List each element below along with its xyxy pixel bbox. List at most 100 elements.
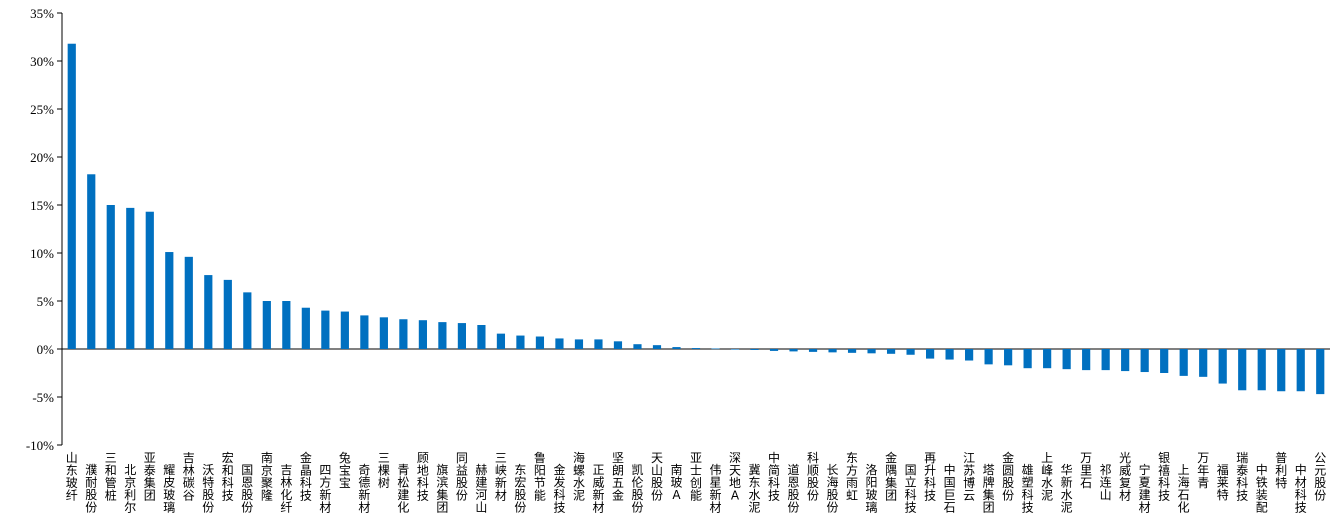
x-category-label: 中材科技 [1295, 462, 1307, 515]
x-category-label: 普利特 [1275, 451, 1287, 490]
x-category-label: 金晶科技 [300, 450, 312, 503]
bar [399, 319, 408, 349]
x-category-label: 万年青 [1197, 451, 1209, 490]
bar [1062, 349, 1071, 370]
x-category-label: 三棵树 [378, 451, 390, 490]
bar [1140, 349, 1149, 373]
x-category-label: 祁连山 [1100, 462, 1112, 502]
x-category-label: 顾地科技 [417, 451, 429, 503]
bar [1101, 349, 1110, 371]
x-category-label: 再升科技 [924, 451, 936, 503]
x-category-label: 雄塑科技 [1022, 462, 1034, 515]
x-category-label: 国恩股份 [241, 463, 253, 515]
bar [1023, 349, 1032, 369]
x-category-label: 南玻 A [670, 462, 682, 502]
x-category-label: 凯伦股份 [631, 463, 643, 515]
y-tick-label: 15% [30, 198, 54, 213]
bar [555, 338, 564, 349]
bar [691, 348, 701, 349]
x-category-label: 华新水泥 [1061, 463, 1073, 515]
y-tick-label: 35% [30, 6, 54, 21]
x-category-label: 国立科技 [905, 463, 917, 515]
x-category-label: 奇德新材 [358, 463, 370, 515]
bar [340, 311, 349, 349]
bar [769, 349, 779, 351]
bar [1179, 349, 1188, 376]
x-category-label: 同益股份 [456, 451, 468, 503]
x-category-label: 洛阳玻璃 [866, 462, 878, 515]
x-category-label: 上峰水泥 [1041, 451, 1053, 503]
bar [633, 344, 642, 349]
bar [204, 275, 213, 349]
bar [106, 205, 115, 349]
bar [126, 207, 135, 349]
bar [282, 301, 291, 349]
x-category-label: 濮耐股份 [85, 462, 97, 515]
y-tick-label: 25% [30, 102, 54, 117]
x-category-label: 伟星新材 [710, 463, 722, 515]
y-tick-label: 0% [37, 342, 55, 357]
bar [457, 323, 466, 349]
x-category-label: 金圆股份 [1002, 450, 1014, 503]
bar [1316, 349, 1325, 395]
y-tick-label: 20% [30, 150, 54, 165]
x-category-label: 光威复材 [1119, 451, 1131, 503]
y-tick-label: 5% [37, 294, 55, 309]
y-tick-label: -10% [26, 438, 54, 453]
bar [535, 336, 545, 349]
bar [926, 349, 935, 359]
x-category-label: 赫建河山 [475, 463, 487, 515]
bar [1082, 349, 1091, 371]
x-category-label: 海螺水泥 [573, 450, 585, 503]
x-category-label: 福莱特 [1217, 462, 1229, 502]
bar [867, 349, 876, 354]
bar [516, 335, 525, 349]
bar [984, 349, 993, 365]
x-category-label: 天山股份 [651, 451, 663, 503]
x-category-label: 万里石 [1080, 451, 1092, 490]
bar [672, 347, 681, 349]
x-category-label: 中简科技 [768, 450, 780, 503]
bar [184, 256, 193, 349]
x-category-label: 旗滨集团 [436, 462, 448, 515]
x-category-label: 北京利尔 [124, 463, 136, 515]
x-category-label: 正威新材 [592, 463, 604, 515]
bar [945, 349, 954, 360]
x-category-label: 冀东水泥 [749, 463, 761, 515]
bar [711, 348, 720, 350]
x-category-label: 中铁装配 [1256, 462, 1268, 515]
bar [321, 310, 330, 349]
x-category-label: 亚士创能 [690, 451, 702, 503]
bar [1121, 349, 1130, 372]
bar [613, 341, 623, 349]
bar [438, 322, 447, 349]
x-category-label: 道恩股份 [788, 463, 800, 515]
bar [594, 339, 603, 349]
x-category-label: 三和管桩 [105, 451, 117, 503]
bar [262, 301, 271, 349]
y-tick-label: -5% [32, 390, 54, 405]
bar [906, 349, 915, 355]
x-category-label: 沃特股份 [202, 463, 214, 515]
bar [165, 252, 174, 349]
x-category-label: 四方新材 [319, 463, 331, 515]
bar [886, 349, 896, 354]
x-category-label: 深天地 A [729, 451, 741, 503]
x-category-label: 东方雨虹 [846, 451, 858, 503]
bar [301, 307, 310, 349]
bar [418, 320, 427, 349]
bar [652, 345, 662, 349]
x-category-label: 科顺股份 [807, 451, 819, 503]
bar [1257, 349, 1266, 391]
bar [223, 279, 232, 349]
x-category-label: 金隅集团 [885, 450, 897, 503]
y-tick-label: 30% [30, 54, 54, 69]
x-category-label: 长海股份 [827, 463, 839, 515]
bar [243, 292, 252, 349]
x-category-label: 耀皮玻璃 [163, 463, 175, 515]
bar [1218, 349, 1227, 384]
bar [1296, 349, 1305, 392]
bar [828, 349, 837, 353]
